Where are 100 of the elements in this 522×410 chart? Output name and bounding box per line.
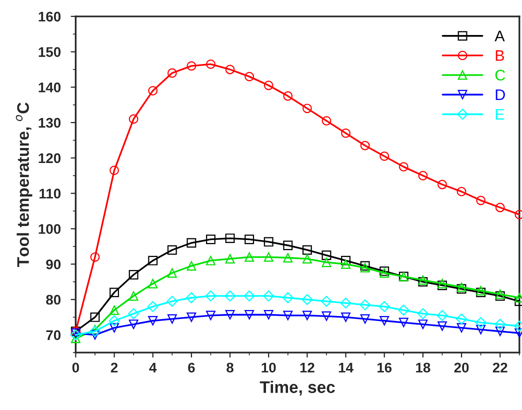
point (264, 237, 274, 247)
point (438, 180, 447, 190)
point (302, 294, 313, 305)
x-axis-title: Time, sec (260, 380, 335, 396)
point (341, 256, 350, 266)
point (360, 299, 371, 310)
x-tick-label: 0 (72, 362, 79, 373)
legend-label: E (496, 109, 504, 120)
point (224, 290, 236, 302)
x-tick-label: 16 (378, 362, 392, 373)
x-tick-label: 6 (188, 362, 195, 373)
point (244, 252, 254, 262)
point (264, 80, 274, 90)
point (206, 310, 216, 320)
point (147, 301, 158, 312)
point (70, 334, 80, 344)
point (494, 318, 506, 330)
point (206, 256, 216, 266)
point (398, 304, 410, 316)
point (128, 270, 138, 280)
point (263, 290, 274, 302)
y-tick-label: 150 (38, 47, 61, 57)
point (186, 261, 196, 271)
point (283, 253, 293, 262)
point (225, 234, 235, 244)
x-tick-label: 2 (110, 362, 118, 372)
point (244, 290, 255, 302)
x-tick-label: 12 (300, 362, 314, 372)
x-tick-label: 14 (338, 362, 354, 372)
point (341, 128, 350, 138)
point (476, 324, 486, 334)
y-tick-label: 90 (46, 259, 61, 270)
legend-label: C (495, 70, 506, 81)
legend-label: B (496, 50, 504, 61)
point (225, 310, 235, 320)
point (90, 326, 100, 337)
point (283, 310, 293, 320)
y-tick-label: 100 (38, 224, 61, 234)
point (186, 61, 196, 71)
point (205, 290, 216, 302)
point (495, 326, 505, 336)
y-tick-label: 120 (38, 153, 61, 164)
y-tick-label: 140 (38, 82, 61, 92)
point (495, 202, 505, 212)
y-tick-label: 70 (46, 330, 61, 340)
point (206, 59, 216, 69)
point (322, 116, 332, 126)
x-tick-label: 8 (226, 362, 234, 373)
point (167, 314, 177, 324)
point (360, 140, 370, 150)
point (341, 312, 350, 322)
point (148, 86, 158, 96)
point (186, 312, 196, 322)
point (110, 305, 119, 315)
legend-label: D (496, 89, 505, 100)
point (90, 312, 100, 322)
point (380, 316, 390, 326)
point (302, 310, 312, 320)
point (186, 238, 196, 248)
point (186, 292, 197, 304)
point (110, 323, 119, 333)
point (322, 311, 332, 321)
point (436, 310, 448, 321)
point (166, 296, 178, 307)
point (417, 308, 428, 320)
point (418, 320, 428, 330)
point (282, 292, 294, 304)
y-tick-label: 110 (40, 188, 61, 199)
point (398, 162, 408, 172)
legend-label: A (494, 30, 505, 42)
point (128, 114, 138, 124)
point (380, 151, 390, 161)
point (225, 64, 235, 74)
x-tick-label: 18 (416, 362, 430, 373)
point (283, 91, 293, 101)
point (167, 68, 177, 78)
point (264, 310, 274, 320)
point (302, 104, 312, 114)
point (456, 314, 467, 324)
point (283, 240, 293, 250)
x-tick-label: 10 (262, 362, 276, 373)
point (108, 315, 120, 326)
point (322, 250, 332, 260)
point (128, 308, 140, 320)
point (475, 317, 486, 328)
point (90, 330, 100, 340)
y-tick-label: 80 (46, 294, 61, 305)
point (456, 186, 466, 196)
point (244, 72, 254, 82)
y-tick-label: 130 (38, 118, 61, 128)
point (418, 170, 428, 180)
point (321, 296, 332, 307)
y-axis-title: Tool temperature, $^{o}$C (16, 102, 32, 267)
point (148, 256, 158, 266)
x-tick-label: 4 (149, 362, 157, 372)
point (206, 234, 216, 244)
point (360, 314, 370, 324)
point (341, 259, 350, 269)
point (438, 280, 447, 290)
point (264, 252, 274, 262)
